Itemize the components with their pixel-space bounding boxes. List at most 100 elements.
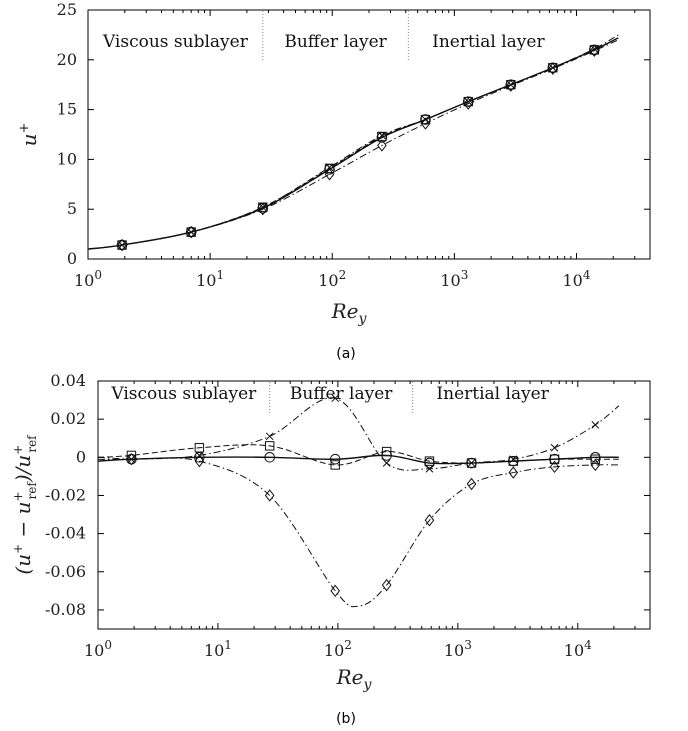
x-tick-base: 10: [204, 641, 224, 660]
y-tick-label: 0: [67, 249, 77, 268]
marker-square: [549, 454, 560, 464]
y-tick-label: 25: [57, 0, 77, 19]
marker-square: [330, 460, 340, 470]
y-tick-label: -0.02: [45, 485, 86, 504]
marker-diamond: [117, 238, 127, 252]
marker-x: [378, 131, 386, 140]
x-axis-label-sub: y: [362, 677, 372, 693]
series-line-square: [97, 444, 619, 466]
y-axis-label-part: − u: [11, 502, 35, 544]
x-axis-label-main: Re: [331, 299, 359, 323]
x-tick-exponent: 0: [94, 268, 102, 282]
y-axis-label: (u+ − u+ref)/u+ref: [11, 434, 39, 575]
series-line-square: [87, 37, 619, 250]
x-tick-exponent: 3: [461, 268, 469, 282]
x-tick-base: 10: [318, 271, 338, 290]
y-tick-label: -0.08: [45, 600, 86, 619]
series-line-circle: [87, 37, 619, 250]
y-tick-label: 0.02: [50, 409, 86, 428]
y-tick-label: 0.04: [50, 371, 86, 390]
region-label: Viscous sublayer: [102, 32, 249, 52]
y-axis-label-main: u: [17, 134, 41, 147]
y-tick-label: -0.06: [45, 562, 86, 581]
x-tick-label: 103: [440, 268, 468, 290]
x-axis-label: Rey: [336, 665, 373, 693]
y-axis-label-part: )/u: [11, 455, 35, 483]
x-axis-label: Rey: [331, 299, 368, 327]
marker-diamond: [466, 477, 477, 491]
x-tick-base: 10: [564, 641, 584, 660]
marker-diamond: [194, 454, 205, 468]
x-tick-exponent: 2: [344, 638, 352, 652]
x-tick-exponent: 2: [339, 268, 347, 282]
y-tick-label: 0: [76, 447, 86, 466]
marker-diamond: [257, 202, 268, 216]
marker-circle: [194, 452, 205, 463]
x-tick-base: 10: [562, 271, 582, 290]
x-tick-base: 10: [444, 641, 464, 660]
x-tick-exponent: 3: [464, 638, 472, 652]
region-label: Viscous sublayer: [110, 384, 257, 404]
marker-diamond: [589, 44, 600, 58]
marker-diamond: [377, 139, 387, 152]
marker-x: [265, 432, 274, 441]
marker-square: [264, 441, 275, 451]
x-axis-label-sub: y: [357, 311, 367, 327]
marker-square: [590, 454, 601, 464]
y-tick-label: 10: [57, 149, 77, 168]
marker-square: [194, 443, 205, 453]
x-tick-base: 10: [84, 641, 104, 660]
marker-diamond: [330, 584, 341, 598]
region-label: Inertial layer: [436, 384, 549, 404]
x-tick-label: 102: [318, 268, 346, 290]
marker-diamond: [590, 458, 601, 472]
region-label: Buffer layer: [290, 384, 393, 404]
marker-diamond: [424, 514, 435, 527]
x-tick-base: 10: [324, 641, 344, 660]
marker-square: [324, 163, 335, 174]
marker-diamond: [324, 168, 335, 181]
marker-diamond: [126, 453, 137, 466]
y-axis-label-part: ref: [25, 481, 39, 500]
y-axis-label-part: ref: [25, 434, 39, 453]
y-axis-label-sup: +: [17, 123, 32, 134]
marker-square: [508, 456, 519, 466]
series-circle: [97, 450, 619, 469]
panel-b: 100 101 102 103 1040.040.020-0.02-0.04-0.06-…: [11, 371, 651, 727]
series-diamond: [87, 39, 619, 252]
marker-x: [550, 443, 559, 452]
x-tick-label: 104: [564, 638, 592, 660]
plot-frame: [97, 380, 651, 630]
marker-x: [258, 203, 267, 212]
marker-circle: [424, 457, 435, 469]
x-tick-label: 102: [324, 638, 352, 660]
marker-x: [325, 163, 334, 172]
marker-x: [331, 394, 340, 403]
x-tick-exponent: 1: [224, 638, 232, 652]
series-line-diamond: [87, 39, 619, 250]
series-square: [97, 441, 619, 470]
marker-circle: [264, 452, 275, 463]
marker-diamond: [381, 578, 392, 592]
x-tick-label: 101: [196, 268, 224, 290]
marker-square: [424, 456, 435, 466]
marker-circle: [466, 457, 477, 469]
panel-label: (a): [336, 346, 356, 362]
x-tick-base: 10: [196, 271, 216, 290]
marker-x: [509, 455, 518, 464]
panel-label: (b): [336, 711, 356, 727]
y-axis-label-part: (u: [11, 554, 35, 575]
marker-circle: [381, 450, 392, 461]
region-label: Buffer layer: [284, 32, 387, 52]
y-tick-label: 15: [57, 100, 77, 119]
marker-diamond: [420, 117, 431, 130]
marker-diamond: [186, 225, 197, 239]
x-tick-exponent: 1: [216, 268, 224, 282]
marker-diamond: [547, 62, 558, 75]
x-tick-label: 100: [74, 268, 102, 290]
y-tick-label: 5: [67, 199, 77, 218]
marker-x: [590, 44, 599, 53]
series-circle: [87, 37, 619, 251]
